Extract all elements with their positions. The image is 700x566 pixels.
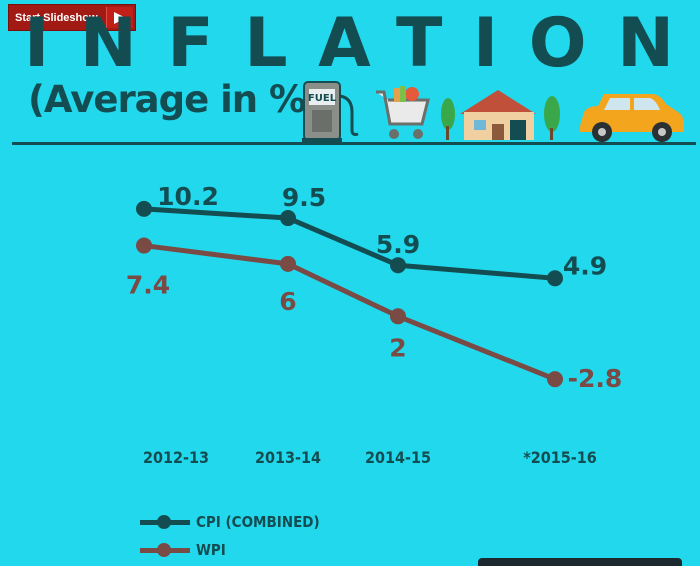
legend-label-wpi: WPI [196, 541, 226, 559]
legend-label-cpi: CPI (COMBINED) [196, 513, 320, 531]
fuel-pump-label: FUEL [308, 93, 337, 104]
page-subtitle: (Average in %) [28, 78, 322, 121]
fuel-pump-icon: FUEL [302, 81, 359, 143]
data-point-0-2 [390, 257, 406, 274]
bottom-bar [478, 558, 682, 566]
data-point-1-1 [280, 255, 296, 272]
start-slideshow-button[interactable]: Start Slideshow [8, 4, 136, 31]
data-point-0-0 [136, 200, 152, 217]
car-icon [580, 94, 684, 142]
title-graphic: INFLATION [24, 4, 674, 72]
data-point-1-2 [390, 308, 406, 325]
x-tick-label-2: 2014-15 [365, 448, 431, 467]
series-line-0 [143, 206, 556, 281]
legend-swatch-cpi [140, 515, 190, 529]
data-point-1-3 [547, 371, 563, 388]
data-label-0-1: 9.5 [282, 183, 326, 212]
data-point-1-0 [136, 237, 152, 254]
x-tick-label-3: *2015-16 [523, 448, 597, 467]
play-icon [106, 7, 133, 28]
data-label-1-2: 2 [389, 333, 406, 362]
data-label-0-2: 5.9 [376, 230, 420, 259]
data-label-0-3: 4.9 [563, 251, 607, 280]
x-tick-label-1: 2013-14 [255, 448, 321, 467]
data-label-1-1: 6 [279, 287, 296, 316]
data-point-0-3 [547, 270, 563, 287]
house-icon [441, 90, 560, 140]
legend-item-wpi: WPI [140, 536, 320, 564]
data-label-1-3: -2.8 [568, 364, 623, 393]
chart-legend: CPI (COMBINED) WPI [140, 508, 320, 564]
legend-item-cpi: CPI (COMBINED) [140, 508, 320, 536]
page-title: INFLATION [24, 4, 674, 72]
divider [12, 142, 696, 145]
start-slideshow-label: Start Slideshow [15, 11, 98, 24]
legend-swatch-wpi [140, 543, 190, 557]
series-line-1 [143, 243, 556, 382]
data-point-0-1 [280, 210, 296, 227]
x-tick-label-0: 2012-13 [143, 448, 209, 467]
data-label-1-0: 7.4 [126, 271, 170, 300]
grocery-cart-icon [376, 86, 430, 139]
data-label-0-0: 10.2 [157, 182, 219, 211]
